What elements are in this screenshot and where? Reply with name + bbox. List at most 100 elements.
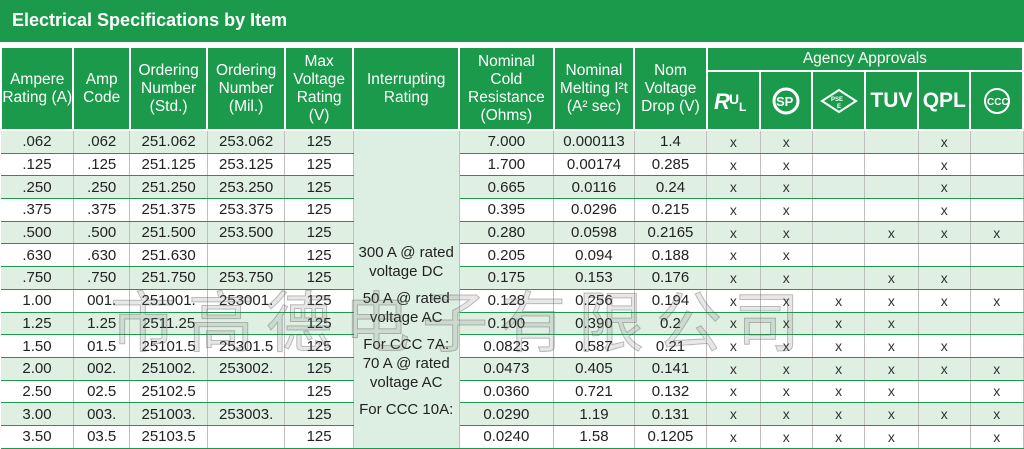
cell-code: 02.5 xyxy=(73,380,131,404)
cell-melting: 0.0296 xyxy=(553,198,635,222)
cell-pse: x xyxy=(812,402,866,426)
cell-csa: x xyxy=(760,153,813,177)
cell-melting: 0.587 xyxy=(553,334,635,358)
svg-text:PSE: PSE xyxy=(831,97,843,103)
cell-pse xyxy=(812,221,866,245)
svg-text:L: L xyxy=(739,100,746,114)
qpl-label: QPL xyxy=(922,88,966,112)
cell-voltage: 125 xyxy=(284,402,354,426)
cell-drop: 0.131 xyxy=(634,402,708,426)
cell-ampere: 1.50 xyxy=(1,334,74,358)
cell-csa: x xyxy=(760,402,813,426)
cell-qpl: x xyxy=(918,198,971,222)
cell-tuv xyxy=(864,243,919,268)
cell-qpl xyxy=(918,425,971,449)
cell-code: .125 xyxy=(73,153,131,177)
svg-text:U: U xyxy=(729,91,739,107)
cell-resistance: 0.175 xyxy=(459,266,555,290)
cell-resistance: 0.0240 xyxy=(459,425,555,449)
table-row: .062.062 251.062 253.062 125 300 A @ rated v… xyxy=(1,130,1024,449)
cell-qpl: x xyxy=(918,289,971,313)
cell-csa: x xyxy=(760,243,813,268)
cell-melting: 0.153 xyxy=(553,266,635,290)
cell-csa: x xyxy=(760,289,813,313)
cell-drop: 0.2165 xyxy=(634,221,708,245)
header-voltage-drop: Nom Voltage Drop (V) xyxy=(633,46,708,131)
cell-csa: x xyxy=(760,266,813,290)
cell-ul: x xyxy=(706,153,761,177)
cell-std: 25102.5 xyxy=(129,380,208,404)
cell-mil: 25301.5 xyxy=(207,334,286,358)
cell-ampere: .250 xyxy=(1,175,74,200)
cell-std: 251.125 xyxy=(129,153,208,177)
cell-ul: x xyxy=(706,175,761,200)
cell-ampere: .630 xyxy=(1,243,74,268)
header-agency-pse: PSE E xyxy=(811,70,866,131)
cell-drop: 1.4 xyxy=(634,130,708,154)
cell-melting: 0.00174 xyxy=(553,153,635,177)
cell-tuv: x xyxy=(864,380,919,404)
header-ordering-std: Ordering Number (Std.) xyxy=(128,46,209,131)
cell-tuv xyxy=(864,153,919,177)
cell-code: .062 xyxy=(73,130,131,154)
cell-ccc: x xyxy=(970,425,1024,449)
cell-ccc: x xyxy=(970,402,1024,426)
cell-mil: 253001. xyxy=(207,289,286,313)
cell-tuv: x xyxy=(864,289,919,313)
cell-ampere: 2.50 xyxy=(1,380,74,404)
header-agency-tuv: TUV xyxy=(863,70,920,131)
cell-code: .500 xyxy=(73,221,131,245)
cell-voltage: 125 xyxy=(284,425,354,449)
cell-ampere: .125 xyxy=(1,153,74,177)
cell-qpl: x xyxy=(918,402,971,426)
cell-std: 25103.5 xyxy=(129,425,208,449)
table-row: 1.00 001. 251001. 253001. 125 0.128 0.256 0.194… xyxy=(1,289,1024,313)
cell-voltage: 125 xyxy=(284,243,354,268)
cell-std: 2511.25 xyxy=(129,312,208,336)
cell-ampere: 3.00 xyxy=(1,402,74,426)
cell-resistance: 0.0823 xyxy=(459,334,555,358)
cell-tuv: x xyxy=(864,221,919,245)
cell-ccc xyxy=(970,153,1024,177)
cell-ul: x xyxy=(706,266,761,290)
cell-tuv xyxy=(864,198,919,222)
cell-csa: x xyxy=(760,312,813,336)
cell-qpl: x xyxy=(918,221,971,245)
cell-voltage: 125 xyxy=(284,175,354,200)
tuv-label: TUV xyxy=(870,88,913,112)
cell-std: 251003. xyxy=(129,402,208,426)
cell-resistance: 0.0360 xyxy=(459,380,555,404)
cell-csa: x xyxy=(760,130,813,154)
cell-melting: 0.0598 xyxy=(553,221,635,245)
cell-drop: 0.132 xyxy=(634,380,708,404)
cell-ul: x xyxy=(706,402,761,426)
cell-pse: x xyxy=(812,289,866,313)
cell-pse xyxy=(812,243,866,268)
cell-tuv xyxy=(864,130,919,154)
cell-drop: 0.1205 xyxy=(634,425,708,449)
cell-mil: 253.500 xyxy=(207,221,286,245)
cell-code: .250 xyxy=(73,175,131,200)
cell-std: 251.062 xyxy=(129,130,208,154)
page-title: Electrical Specifications by Item xyxy=(0,0,1024,39)
cell-mil: 253.750 xyxy=(207,266,286,290)
specifications-table: Ampere Rating (A) Amp Code Ordering Numb… xyxy=(0,46,1024,449)
cell-ccc xyxy=(970,198,1024,222)
cell-melting: 1.19 xyxy=(553,402,635,426)
cell-melting: 0.405 xyxy=(553,357,635,381)
cell-tuv: x xyxy=(864,334,919,358)
cell-pse: x xyxy=(812,312,866,336)
cell-ccc xyxy=(970,243,1024,268)
header-agency-csa: SP xyxy=(759,70,814,131)
cell-voltage: 125 xyxy=(284,289,354,313)
cell-ccc: x xyxy=(970,289,1024,313)
cell-melting: 1.58 xyxy=(553,425,635,449)
cell-mil xyxy=(207,380,286,404)
cell-qpl xyxy=(918,243,971,268)
header-melting-i2t: Nominal Melting I²t (A² sec) xyxy=(552,46,636,131)
cell-ul: x xyxy=(706,289,761,313)
cell-tuv: x xyxy=(864,357,919,381)
cell-ul: x xyxy=(706,243,761,268)
cell-csa: x xyxy=(760,380,813,404)
cell-std: 251.250 xyxy=(129,175,208,200)
